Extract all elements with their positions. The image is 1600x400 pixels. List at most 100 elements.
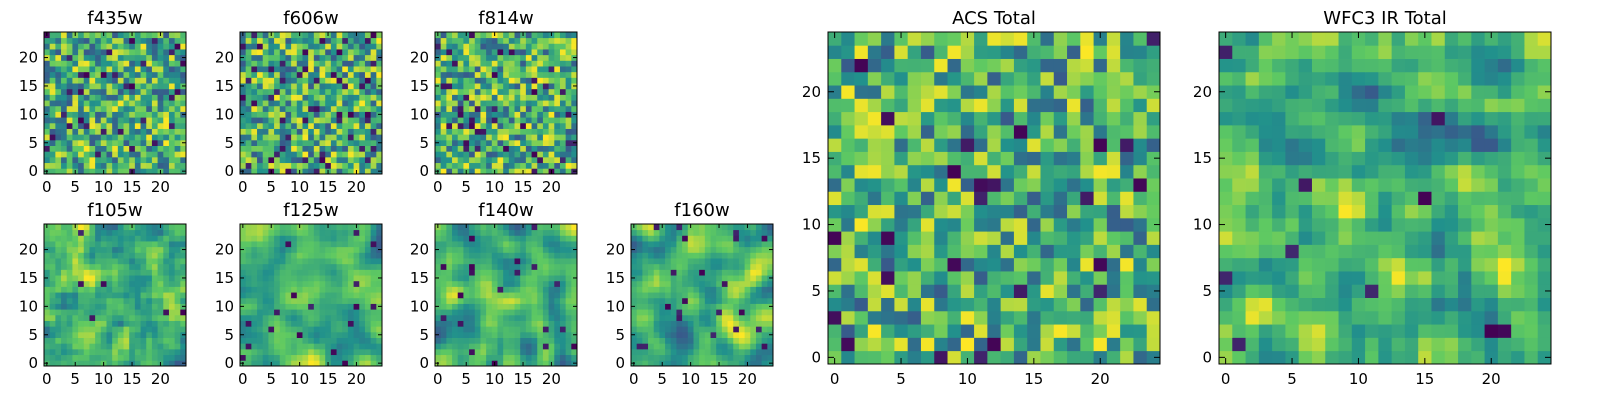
heatmap-cell [508, 139, 515, 146]
heatmap-cell [497, 246, 504, 253]
heatmap-cell [180, 309, 187, 316]
heatmap-cell [319, 343, 326, 350]
heatmap-cell [571, 32, 578, 39]
heatmap-cell [559, 117, 567, 124]
heatmap-cell [262, 156, 269, 164]
heatmap-cell [78, 309, 85, 316]
heatmap-cell [268, 54, 275, 61]
heatmap-cell [129, 94, 136, 101]
heatmap-cell [867, 231, 882, 245]
heatmap-cell [163, 105, 170, 112]
heatmap-cell [95, 111, 102, 118]
heatmap-cell [112, 292, 119, 299]
heatmap-cell [559, 151, 567, 158]
heatmap-cell [704, 348, 711, 356]
heatmap-cell [542, 224, 549, 231]
heatmap-cell [296, 275, 303, 282]
heatmap-cell [508, 314, 515, 321]
heatmap-cell [435, 60, 442, 67]
heatmap-cell [491, 83, 498, 90]
heatmap-cell [168, 128, 176, 135]
heatmap-cell [525, 128, 532, 135]
heatmap-cell [693, 246, 700, 253]
heatmap-cell [693, 297, 700, 304]
heatmap-cell [744, 343, 751, 350]
heatmap-cell [129, 83, 136, 90]
heatmap-cell [262, 134, 269, 141]
heatmap-cell [648, 348, 655, 356]
heatmap-cell [435, 286, 442, 293]
heatmap-cell [313, 43, 320, 50]
heatmap-cell [55, 241, 62, 248]
heatmap-cell [542, 286, 549, 293]
heatmap-cell [565, 314, 572, 321]
heatmap-cell [738, 314, 745, 321]
heatmap-cell [514, 331, 521, 338]
heatmap-cell [55, 111, 62, 118]
heatmap-cell [134, 297, 141, 304]
heatmap-cell [100, 309, 107, 316]
heatmap-cell [659, 286, 666, 293]
heatmap-cell [364, 235, 372, 242]
heatmap-cell [285, 168, 292, 175]
heatmap-cell [376, 77, 383, 84]
heatmap-cell [364, 252, 372, 259]
heatmap-cell [291, 134, 298, 141]
heatmap-cell [151, 252, 158, 259]
heatmap-cell [376, 224, 383, 231]
heatmap-cell [342, 326, 349, 333]
heatmap-cell [474, 297, 481, 304]
heatmap-cell [881, 231, 895, 245]
heatmap-cell [291, 77, 298, 84]
heatmap-cell [117, 71, 124, 78]
heatmap-cell [554, 94, 561, 101]
heatmap-cell [565, 337, 572, 344]
heatmap-cell [1000, 337, 1015, 352]
heatmap-cell [755, 297, 763, 304]
heatmap-cell [245, 156, 252, 164]
heatmap-cell [89, 134, 96, 141]
heatmap-cell [140, 94, 147, 101]
heatmap-cell [364, 360, 372, 367]
heatmap-cell [117, 43, 124, 50]
heatmap-cell [469, 297, 476, 304]
heatmap-cell [308, 286, 315, 293]
heatmap-cell [463, 269, 470, 276]
heatmap-cell [1000, 350, 1015, 365]
heatmap-cell [514, 117, 521, 124]
heatmap-cell [279, 37, 286, 44]
heatmap-cell [83, 241, 90, 248]
heatmap-cell [648, 292, 655, 299]
heatmap-cell [559, 252, 567, 259]
heatmap-cell [934, 178, 948, 192]
heatmap-cell [676, 320, 683, 327]
heatmap-cell [559, 241, 567, 248]
heatmap-cell [446, 331, 453, 338]
heatmap-cell [262, 37, 269, 44]
heatmap-cell [750, 309, 757, 316]
heatmap-cell [123, 156, 130, 164]
heatmap-cell [44, 286, 51, 293]
heatmap-cell [55, 37, 62, 44]
heatmap-cell [353, 105, 360, 112]
heatmap-cell [117, 292, 124, 299]
heatmap-cell [146, 32, 153, 39]
heatmap-cell [268, 229, 275, 236]
heatmap-cell [55, 354, 62, 361]
heatmap-cell [987, 217, 1002, 232]
heatmap-cell [49, 128, 56, 135]
panel-title: f125w [283, 200, 338, 221]
heatmap-cell [180, 229, 187, 236]
heatmap-cell [376, 162, 383, 169]
heatmap-cell [503, 88, 510, 95]
heatmap-cell [508, 77, 515, 84]
heatmap-cell [274, 343, 281, 350]
heatmap-cell [559, 314, 567, 321]
heatmap-cell [106, 139, 113, 146]
heatmap-cell [353, 263, 360, 270]
heatmap-cell [457, 258, 464, 265]
heatmap-cell [78, 162, 85, 169]
heatmap-cell [370, 54, 377, 61]
heatmap-cell [313, 303, 320, 310]
heatmap-cell [95, 309, 102, 316]
